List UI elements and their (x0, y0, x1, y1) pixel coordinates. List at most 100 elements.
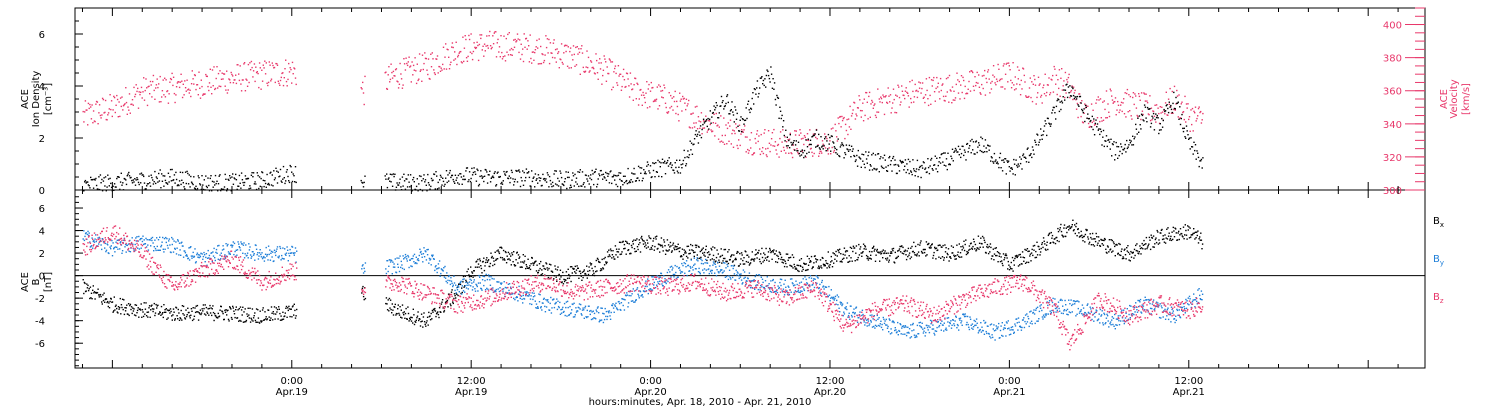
data-point (185, 90, 187, 92)
data-point (1189, 227, 1191, 229)
data-point (585, 274, 587, 276)
data-point (100, 244, 102, 246)
data-point (1125, 116, 1127, 118)
data-point (1139, 247, 1142, 250)
data-point (418, 259, 420, 262)
data-point (669, 107, 671, 109)
data-point (165, 241, 167, 244)
data-point (156, 237, 158, 239)
data-point (461, 183, 463, 185)
data-point (822, 263, 825, 265)
data-point (785, 262, 787, 265)
data-point (730, 143, 732, 145)
data-point (797, 269, 799, 272)
data-point (274, 318, 276, 320)
data-point (105, 298, 108, 300)
data-point (252, 317, 255, 319)
data-point (1072, 87, 1074, 90)
data-point (1125, 151, 1127, 153)
data-point (1072, 94, 1075, 97)
data-point (263, 319, 266, 321)
data-point (882, 249, 884, 251)
data-point (642, 91, 644, 94)
data-point (362, 92, 365, 94)
data-point (385, 268, 387, 270)
data-point (893, 261, 895, 263)
data-point (196, 187, 199, 190)
data-point (190, 175, 192, 178)
data-point (418, 254, 420, 257)
data-point (950, 155, 952, 157)
data-point (261, 320, 263, 322)
data-point (654, 99, 656, 101)
data-point (1108, 141, 1111, 143)
data-point (448, 68, 451, 70)
data-point (1139, 245, 1141, 247)
data-point (1056, 236, 1058, 239)
data-point (442, 180, 445, 183)
data-point (865, 158, 868, 160)
data-point (113, 296, 115, 298)
data-point (649, 165, 652, 167)
data-point (450, 291, 453, 293)
data-point (90, 176, 92, 179)
data-point (168, 93, 170, 95)
data-point (556, 280, 558, 282)
data-point (443, 185, 445, 187)
data-point (523, 171, 525, 174)
data-point (863, 163, 865, 165)
data-point (394, 303, 396, 306)
data-point (1150, 107, 1153, 109)
data-point (427, 173, 429, 176)
data-point (705, 120, 707, 122)
data-point (294, 77, 297, 79)
data-point (818, 265, 820, 267)
data-point (244, 308, 246, 310)
data-point (154, 312, 157, 314)
data-point (845, 144, 848, 146)
data-point (733, 254, 735, 256)
data-point (499, 56, 501, 58)
data-point (262, 307, 264, 309)
data-point (922, 97, 925, 99)
data-point (488, 35, 490, 37)
data-point (1091, 238, 1093, 240)
data-point (275, 254, 277, 257)
data-point (115, 304, 117, 306)
data-point (409, 65, 412, 67)
data-point (263, 67, 265, 69)
data-point (717, 117, 720, 119)
data-point (833, 142, 835, 144)
data-point (709, 259, 712, 261)
data-point (191, 182, 193, 185)
data-point (234, 79, 236, 81)
data-point (1142, 248, 1144, 250)
data-point (243, 257, 246, 259)
data-point (1132, 251, 1134, 253)
data-point (596, 257, 599, 260)
data-point (1029, 77, 1031, 79)
data-point (1010, 87, 1013, 89)
data-point (762, 261, 764, 263)
data-point (621, 180, 623, 182)
data-point (602, 173, 605, 175)
data-point (395, 68, 398, 70)
data-point (842, 253, 844, 256)
data-point (122, 189, 125, 191)
data-point (186, 170, 188, 173)
data-point (1132, 135, 1134, 137)
data-point (290, 166, 292, 168)
data-point (872, 107, 874, 109)
data-point (765, 148, 767, 150)
data-point (293, 314, 295, 316)
data-point (397, 304, 399, 306)
data-point (868, 91, 871, 94)
data-point (653, 162, 655, 165)
data-point (1114, 101, 1116, 103)
data-point (668, 249, 670, 251)
data-point (145, 188, 147, 190)
data-point (293, 175, 295, 177)
data-point (515, 41, 517, 43)
data-point (1175, 228, 1177, 230)
data-point (771, 132, 774, 134)
